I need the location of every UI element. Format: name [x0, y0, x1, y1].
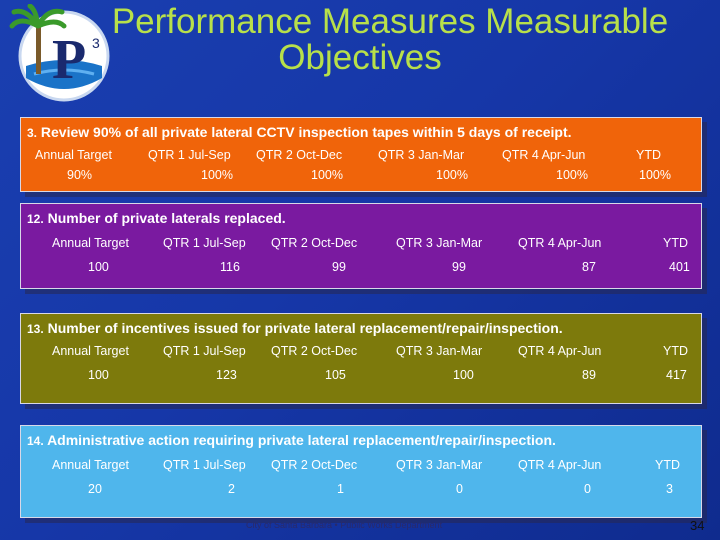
header-qtr2: QTR 2 Oct-Dec — [271, 236, 358, 250]
value-ytd: 401 — [669, 260, 690, 274]
header-qtr2: QTR 2 Oct-Dec — [271, 344, 358, 358]
value-ytd: 3 — [666, 482, 673, 496]
header-qtr1: QTR 1 Jul-Sep — [163, 458, 246, 472]
header-qtr4: QTR 4 Apr-Jun — [518, 236, 602, 250]
value-qtr1: 123 — [216, 368, 237, 382]
measure-panel-3: 3. Review 90% of all private lateral CCT… — [20, 117, 702, 192]
value-qtr1: 2 — [228, 482, 235, 496]
value-qtr1: 116 — [220, 260, 240, 274]
header-annual-target: Annual Target — [35, 148, 112, 162]
value-annual-target: 90% — [67, 168, 93, 182]
value-qtr4: 0 — [584, 482, 591, 496]
header-ytd: YTD — [636, 148, 661, 162]
value-annual-target: 100 — [88, 368, 109, 382]
header-annual-target: Annual Target — [52, 344, 129, 358]
value-qtr2: 99 — [332, 260, 346, 274]
header-qtr4: QTR 4 Apr-Jun — [518, 458, 602, 472]
measure-panel-13: 13. Number of incentives issued for priv… — [20, 313, 702, 404]
value-qtr2: 105 — [325, 368, 346, 382]
value-qtr4: 89 — [582, 368, 596, 382]
value-qtr4: 100% — [556, 168, 588, 182]
value-qtr4: 87 — [582, 260, 596, 274]
header-ytd: YTD — [663, 236, 688, 250]
footer-text: City of Santa Barbara • Public Works Dep… — [246, 520, 443, 530]
measure-heading: 3. Review 90% of all private lateral CCT… — [27, 124, 572, 140]
value-annual-target: 20 — [88, 482, 102, 496]
header-qtr3: QTR 3 Jan-Mar — [396, 458, 483, 472]
header-ytd: YTD — [663, 344, 688, 358]
value-ytd: 100% — [639, 168, 671, 182]
header-qtr3: QTR 3 Jan-Mar — [396, 236, 483, 250]
value-qtr2: 1 — [337, 482, 344, 496]
value-qtr3: 0 — [456, 482, 463, 496]
svg-text:P: P — [52, 29, 86, 91]
value-qtr2: 100% — [311, 168, 343, 182]
measure-heading: 14. Administrative action requiring priv… — [27, 432, 556, 448]
value-qtr3: 99 — [452, 260, 466, 274]
value-qtr3: 100% — [436, 168, 468, 182]
header-qtr1: QTR 1 Jul-Sep — [163, 236, 246, 250]
title-line-2: Objectives — [278, 38, 442, 77]
header-qtr4: QTR 4 Apr-Jun — [502, 148, 586, 162]
header-annual-target: Annual Target — [52, 236, 129, 250]
header-qtr4: QTR 4 Apr-Jun — [518, 344, 602, 358]
header-annual-target: Annual Target — [52, 458, 129, 472]
value-qtr1: 100% — [201, 168, 233, 182]
page-number: 34 — [690, 518, 705, 533]
measure-heading: 13. Number of incentives issued for priv… — [27, 320, 563, 336]
header-qtr2: QTR 2 Oct-Dec — [271, 458, 358, 472]
value-qtr3: 100 — [453, 368, 474, 382]
header-qtr3: QTR 3 Jan-Mar — [378, 148, 465, 162]
header-qtr2: QTR 2 Oct-Dec — [256, 148, 343, 162]
palm-tree-logo: P 3 — [6, 3, 118, 104]
header-ytd: YTD — [655, 458, 680, 472]
header-qtr3: QTR 3 Jan-Mar — [396, 344, 483, 358]
measure-panel-14: 14. Administrative action requiring priv… — [20, 425, 702, 518]
svg-text:3: 3 — [92, 35, 100, 51]
title-line-1: Performance Measures Measurable — [111, 2, 669, 41]
value-annual-target: 100 — [88, 260, 109, 274]
header-qtr1: QTR 1 Jul-Sep — [148, 148, 231, 162]
value-ytd: 417 — [666, 368, 687, 382]
header-qtr1: QTR 1 Jul-Sep — [163, 344, 246, 358]
page-title: Performance Measures Measurable Objectiv… — [0, 4, 720, 76]
measure-heading: 12. Number of private laterals replaced. — [27, 210, 286, 226]
measure-panel-12: 12. Number of private laterals replaced.… — [20, 203, 702, 289]
